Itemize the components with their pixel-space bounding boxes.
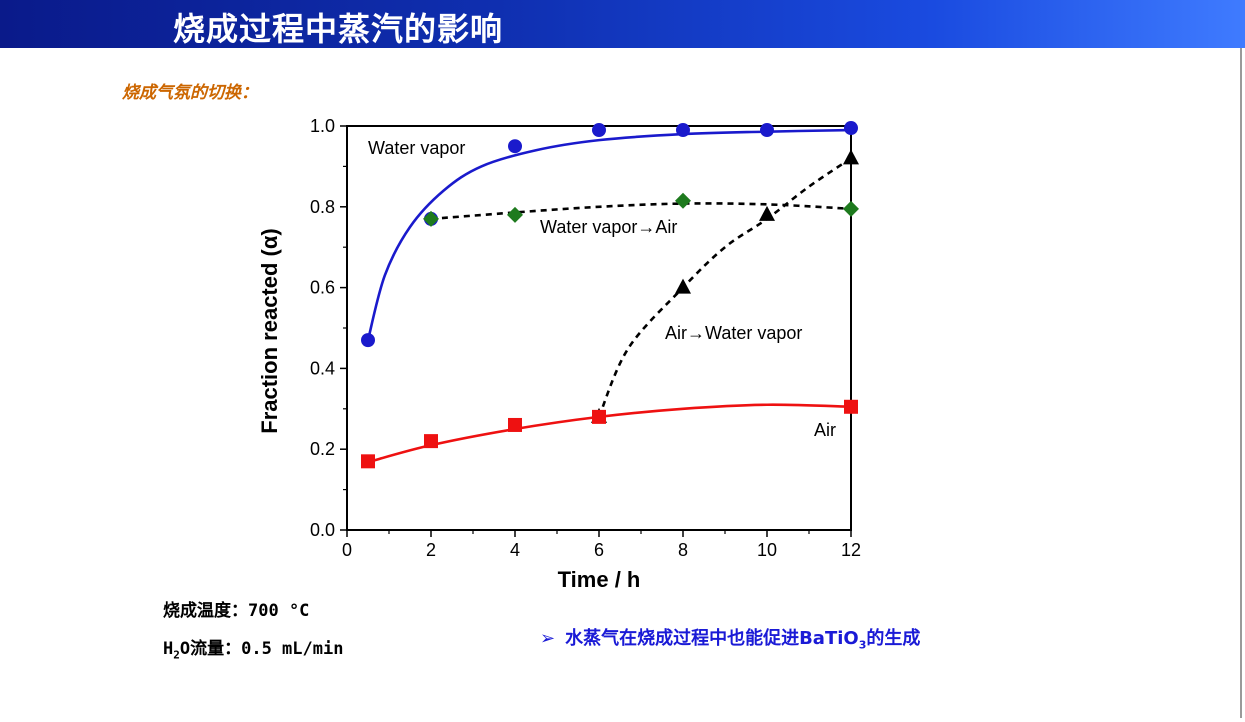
x-tick-label: 6 bbox=[594, 540, 604, 560]
y-tick-label: 0.4 bbox=[310, 358, 335, 378]
data-point bbox=[508, 417, 522, 432]
data-point bbox=[592, 123, 606, 138]
right-divider bbox=[1240, 48, 1242, 718]
data-point bbox=[844, 399, 858, 414]
flow-suffix: O流量：0.5 mL/min bbox=[179, 639, 344, 659]
y-tick-label: 0.2 bbox=[310, 439, 335, 459]
page-title: 烧成过程中蒸汽的影响 bbox=[173, 10, 504, 48]
y-tick-label: 1.0 bbox=[310, 116, 335, 136]
conclusion-suffix: 的生成 bbox=[866, 628, 921, 649]
data-point bbox=[844, 121, 858, 136]
y-tick-label: 0.6 bbox=[310, 278, 335, 298]
annotation-air-to-water-vapor: Air→Water vapor bbox=[665, 323, 802, 343]
annotation-water-vapor: Water vapor bbox=[368, 138, 465, 158]
data-point bbox=[676, 123, 690, 138]
data-point bbox=[759, 205, 775, 221]
section-label: 烧成气氛的切换： bbox=[122, 83, 258, 103]
data-point bbox=[361, 454, 375, 469]
chart-fit-curves bbox=[366, 128, 852, 464]
annotation-water-vapor-to-air: Water vapor→Air bbox=[540, 217, 677, 237]
y-tick-label: 0.8 bbox=[310, 197, 335, 217]
conclusion-bullet: ➢ 水蒸气在烧成过程中也能促进BaTiO3的生成 bbox=[540, 624, 920, 652]
fit-curve-3 bbox=[367, 403, 852, 464]
data-point bbox=[843, 200, 859, 217]
data-point bbox=[424, 434, 438, 449]
title-bar: 烧成过程中蒸汽的影响 bbox=[0, 0, 1245, 48]
x-tick-label: 2 bbox=[426, 540, 436, 560]
annotation-air: Air bbox=[814, 420, 836, 440]
chart-markers bbox=[361, 121, 859, 469]
data-point bbox=[843, 149, 859, 165]
condition-temperature: 烧成温度：700 °C bbox=[163, 601, 310, 621]
data-point bbox=[675, 278, 691, 294]
data-point bbox=[760, 123, 774, 138]
data-point bbox=[508, 139, 522, 154]
conclusion-subscript: 3 bbox=[858, 638, 867, 652]
data-point bbox=[423, 210, 439, 227]
flow-prefix: H bbox=[163, 639, 174, 659]
flow-subscript: 2 bbox=[173, 648, 180, 662]
bullet-arrow-icon: ➢ bbox=[540, 628, 556, 649]
condition-flow: H2O流量：0.5 mL/min bbox=[163, 634, 343, 661]
conclusion-text: 水蒸气在烧成过程中也能促进BaTiO bbox=[565, 628, 859, 649]
data-point bbox=[592, 409, 606, 424]
x-axis-label: Time / h bbox=[558, 567, 641, 592]
x-tick-label: 0 bbox=[342, 540, 352, 560]
chart-annotations: Water vapor Water vapor→Air Air→Water va… bbox=[368, 138, 836, 440]
fit-curve-0 bbox=[366, 128, 852, 341]
y-axis-label: Fraction reacted (α) bbox=[257, 228, 282, 433]
fit-curve-1 bbox=[430, 202, 852, 221]
data-point bbox=[675, 192, 691, 209]
data-point bbox=[361, 333, 375, 348]
x-tick-label: 4 bbox=[510, 540, 520, 560]
x-tick-label: 12 bbox=[841, 540, 861, 560]
y-tick-label: 0.0 bbox=[310, 520, 335, 540]
x-tick-label: 8 bbox=[678, 540, 688, 560]
x-tick-label: 10 bbox=[757, 540, 777, 560]
fit-curve-2 bbox=[597, 157, 852, 418]
data-point bbox=[507, 206, 523, 223]
